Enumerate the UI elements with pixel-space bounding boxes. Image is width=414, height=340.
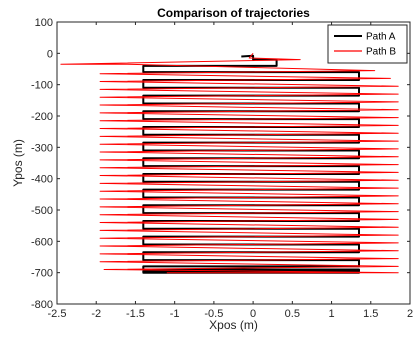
y-tick-label: -600	[31, 236, 53, 248]
x-tick-label: -0.5	[204, 308, 223, 320]
y-axis-label: Ypos (m)	[11, 139, 25, 187]
x-axis-label: Xpos (m)	[209, 318, 258, 332]
y-tick-label: 0	[47, 48, 53, 60]
legend-label-path-a: Path A	[366, 32, 396, 43]
y-tick-label: -300	[31, 142, 53, 154]
series-layer	[60, 52, 399, 274]
x-tick-label: -1	[170, 308, 180, 320]
y-tick-label: 100	[35, 17, 53, 29]
legend: Path A Path B	[327, 24, 408, 64]
y-tick-label: -800	[31, 299, 53, 311]
x-tick-label: -2	[91, 308, 101, 320]
axes-box	[56, 21, 411, 305]
series-line-path-b	[60, 52, 399, 274]
x-tick-label: 2	[407, 308, 413, 320]
series-line-path-a	[142, 54, 360, 274]
chart-title: Comparison of trajectories	[157, 6, 310, 20]
x-tick-label: -1.5	[126, 308, 145, 320]
y-tick-label: -500	[31, 205, 53, 217]
y-tick-label: -100	[31, 80, 53, 92]
y-tick-label: -400	[31, 174, 53, 186]
x-tick-label: 1	[328, 308, 334, 320]
y-tick-label: -700	[31, 268, 53, 280]
y-tick-label: -200	[31, 111, 53, 123]
x-axis-ticks: -2.5 -2 -1.5 -1 -0.5 0 0.5 1 1.5 2	[48, 22, 413, 320]
legend-label-path-b: Path B	[366, 47, 396, 58]
y-axis-ticks: 100 0 -100 -200 -300 -400 -500 -600 -700 -800	[31, 17, 410, 311]
x-tick-label: -2.5	[48, 308, 67, 320]
legend-box	[327, 24, 408, 64]
x-tick-label: 0	[250, 308, 256, 320]
plot-area	[57, 22, 410, 304]
x-tick-label: 1.5	[363, 308, 378, 320]
x-tick-label: 0.5	[285, 308, 300, 320]
